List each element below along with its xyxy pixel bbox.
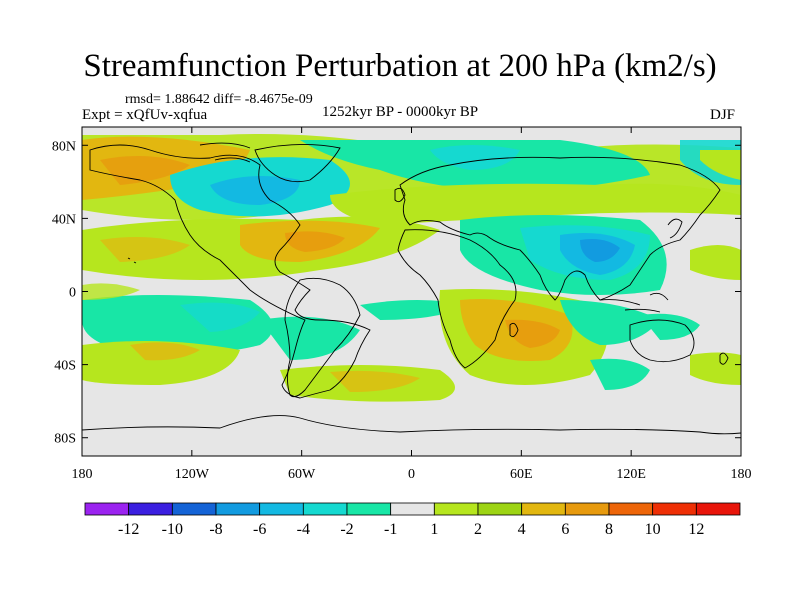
- coast-australia: [629, 319, 695, 363]
- coastlines: [82, 142, 741, 435]
- colorbar-label: -6: [253, 521, 266, 538]
- colorbar-label: -12: [118, 521, 139, 538]
- colorbar-label: 10: [645, 521, 661, 538]
- y-tick-label: 40S: [54, 359, 76, 374]
- colorbar-swatch: [346, 502, 392, 516]
- field-sepac-orange: [130, 342, 200, 361]
- colorbar-swatch: [564, 502, 610, 516]
- x-tick-label: 0: [408, 467, 415, 482]
- field-polar-blue: [430, 145, 520, 170]
- colorbar-label: -10: [162, 521, 183, 538]
- coast-madagascar: [509, 322, 519, 338]
- colorbar-swatch: [652, 502, 697, 516]
- coast-south-america: [284, 277, 361, 398]
- field-wpacific-green: [690, 245, 741, 280]
- field-southern-orange: [330, 370, 420, 392]
- coast-north-america: [89, 144, 371, 399]
- coast-indonesia: [599, 292, 669, 313]
- coast-new-zealand: [719, 352, 729, 365]
- colorbar-swatch: [477, 502, 523, 516]
- x-axis: 180 120W 60W 0 60E 120E 180: [72, 127, 752, 482]
- colorbar-swatch: [390, 502, 435, 516]
- colorbar: -12 -10 -8 -6 -4 -2 -1 1 2 4 6 8 10 12: [84, 502, 741, 538]
- field-south-atlantic-cyan: [260, 316, 360, 360]
- field-arctic-pacific-core: [100, 156, 190, 185]
- field-midlat-green: [330, 183, 741, 225]
- x-tick-label: 60W: [288, 467, 316, 482]
- field-so-green-east: [690, 352, 741, 385]
- y-tick-label: 0: [69, 286, 76, 301]
- field-indian-cyan: [560, 300, 660, 345]
- x-tick-label: 120W: [175, 467, 210, 482]
- y-tick-label: 80S: [54, 432, 76, 447]
- field-sepac-green: [82, 341, 240, 385]
- field-asia-core: [580, 239, 620, 262]
- field-pacific-orange: [100, 236, 190, 262]
- streamfunction-field: [82, 134, 741, 402]
- coast-antarctica: [82, 415, 741, 435]
- colorbar-label: 8: [605, 521, 613, 538]
- colorbar-swatch: [433, 502, 479, 516]
- colorbar-label: 2: [474, 521, 482, 538]
- colorbar-swatch: [128, 502, 173, 516]
- period-label: 1252kyr BP - 0000kyr BP: [322, 104, 479, 120]
- coast-arctic-islands: [199, 142, 251, 163]
- coast-japan: [667, 218, 683, 239]
- coast-hawaii: [127, 257, 137, 264]
- field-southpacific-cyan-2: [180, 302, 260, 332]
- colorbar-label: 1: [430, 521, 438, 538]
- colorbar-label: 12: [688, 521, 704, 538]
- coast-greenland: [254, 144, 341, 183]
- colorbar-swatch: [695, 502, 741, 516]
- coast-africa: [397, 229, 517, 369]
- x-tick-label: 180: [731, 467, 752, 482]
- y-tick-label: 80N: [52, 139, 76, 154]
- x-tick-label: 180: [72, 467, 93, 482]
- colorbar-swatch: [302, 502, 348, 516]
- chart-title: Streamfunction Perturbation at 200 hPa (…: [83, 48, 717, 84]
- colorbar-swatch: [171, 502, 217, 516]
- colorbar-label: -8: [209, 521, 222, 538]
- field-arctic-negative-core: [210, 176, 300, 205]
- colorbar-swatch: [84, 502, 130, 516]
- colorbar-label: 4: [518, 521, 526, 538]
- field-atlantic-core: [285, 231, 345, 252]
- colorbar-label: -4: [297, 521, 310, 538]
- colorbar-label: -1: [384, 521, 397, 538]
- colorbar-swatch: [608, 502, 654, 516]
- x-tick-label: 60E: [510, 467, 533, 482]
- field-so-cyan: [590, 358, 650, 390]
- colorbar-swatch: [215, 502, 261, 516]
- colorbar-label: -2: [340, 521, 353, 538]
- season-label: DJF: [710, 107, 736, 123]
- field-africa-core: [505, 319, 560, 348]
- field-wpac-south-green: [82, 283, 140, 300]
- experiment-label: Expt = xQfUv-xqfua: [82, 107, 208, 123]
- colorbar-label: 6: [561, 521, 569, 538]
- y-tick-label: 40N: [52, 212, 76, 227]
- colorbar-swatch: [521, 502, 566, 516]
- coast-eurasia: [399, 156, 721, 301]
- coast-uk: [394, 187, 406, 203]
- stats-line: rmsd= 1.88642 diff= -8.4675e-09: [125, 92, 313, 107]
- field-northeast-green: [700, 150, 741, 180]
- colorbar-swatch: [259, 502, 304, 516]
- y-axis: 80N 40N 0 40S 80S: [52, 139, 741, 447]
- x-tick-label: 120E: [616, 467, 646, 482]
